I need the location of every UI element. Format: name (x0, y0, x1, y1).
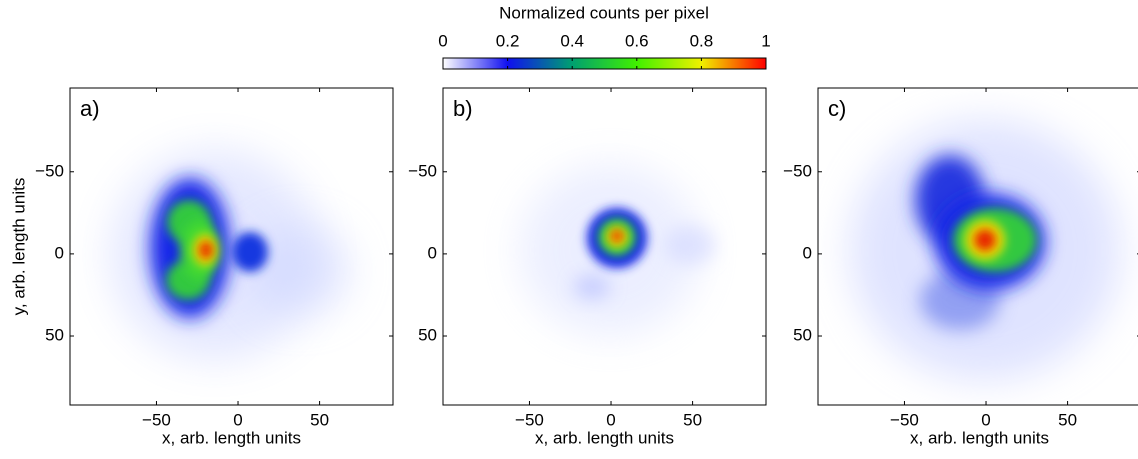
y-tick-label: 50 (793, 325, 812, 344)
colorbar-tick-label: 0.4 (560, 31, 584, 50)
x-tick-label: 0 (606, 410, 615, 429)
intensity-map (110, 150, 350, 360)
colorbar-tick-label: 1 (761, 31, 770, 50)
plot-frame (442, 87, 767, 406)
y-tick-label: 0 (428, 243, 437, 262)
plot-frame (69, 87, 394, 406)
colorbar-tick-label: 0.8 (690, 31, 714, 50)
colorbar-title: Normalized counts per pixel (499, 3, 709, 22)
plot-frame (817, 87, 1138, 406)
y-axis-label: y, arb. length units (9, 178, 28, 316)
y-tick-label: −50 (408, 161, 437, 180)
panel-label: a) (80, 96, 100, 121)
panel-label: c) (828, 96, 846, 121)
colorbar-tick-label: 0.2 (496, 31, 520, 50)
y-tick-label: 0 (55, 243, 64, 262)
x-tick-label: −50 (890, 410, 919, 429)
intensity-map (850, 120, 1120, 380)
intensity-map (520, 165, 715, 335)
y-tick-label: 50 (418, 325, 437, 344)
y-tick-label: −50 (783, 161, 812, 180)
x-tick-label: −50 (142, 410, 171, 429)
x-tick-label: 50 (683, 410, 702, 429)
y-tick-label: 0 (803, 243, 812, 262)
x-axis-label: x, arb. length units (162, 428, 301, 447)
x-tick-label: −50 (515, 410, 544, 429)
y-tick-label: 50 (45, 325, 64, 344)
x-axis-label: x, arb. length units (910, 428, 1049, 447)
x-tick-label: 0 (233, 410, 242, 429)
panel-label: b) (453, 96, 473, 121)
x-tick-label: 0 (981, 410, 990, 429)
x-axis-label: x, arb. length units (535, 428, 674, 447)
y-tick-label: −50 (35, 161, 64, 180)
x-tick-label: 50 (1058, 410, 1077, 429)
colorbar-tick-label: 0.6 (625, 31, 649, 50)
x-tick-label: 50 (310, 410, 329, 429)
colorbar (442, 57, 767, 70)
colorbar-tick-label: 0 (438, 31, 447, 50)
